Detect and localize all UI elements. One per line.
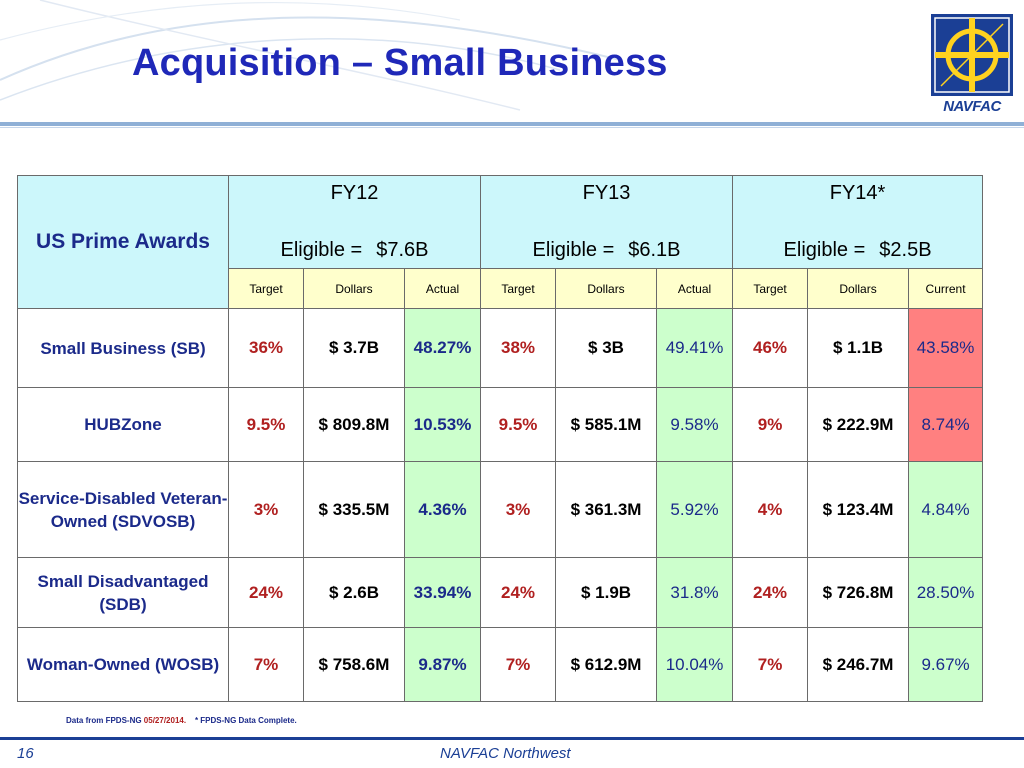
dollars-cell: $ 612.9M <box>555 627 658 702</box>
actual-cell: 10.53% <box>403 387 482 462</box>
dollars-cell: $ 1.1B <box>807 308 910 388</box>
target-cell: 9.5% <box>228 387 304 462</box>
slide-title: Acquisition – Small Business <box>132 42 668 84</box>
target-cell: 7% <box>228 627 304 702</box>
actual-cell: 33.94% <box>403 557 482 628</box>
us-prime-awards-label: US Prime Awards <box>36 230 210 253</box>
actual-cell: 4.36% <box>403 461 482 558</box>
dollars-cell: $ 335.5M <box>303 461 405 558</box>
footnote-date: 05/27/2014. <box>143 716 187 725</box>
row-label: Woman-Owned (WOSB) <box>17 627 229 702</box>
fy14-eligible-label: Eligible = <box>783 239 866 261</box>
footer-text: NAVFAC Northwest <box>440 745 571 762</box>
target-cell: 24% <box>480 557 557 628</box>
subheader-actual: Actual <box>656 268 734 309</box>
dollars-cell: $ 585.1M <box>555 387 658 462</box>
table-row: HUBZone 9.5% $ 809.8M 10.53% 9.5% $ 585.1M 9.5… <box>17 387 984 462</box>
subheader-dollars: Dollars <box>807 268 910 309</box>
small-business-table: US Prime Awards FY12 Eligible = $7.6B FY1… <box>17 175 984 702</box>
actual-cell: 31.8% <box>656 557 734 628</box>
row-label: Service-Disabled Veteran-Owned (SDVOSB) <box>17 461 229 558</box>
page-number: 16 <box>17 745 34 762</box>
fy12-eligible-label: Eligible = <box>280 239 363 261</box>
footnote-suffix: * FPDS-NG Data Complete. <box>194 716 297 725</box>
title-rule <box>0 122 1024 126</box>
footnote: Data from FPDS-NG 05/27/2014. * FPDS-NG … <box>66 716 297 725</box>
actual-cell: 8.74% <box>908 387 984 462</box>
row-label: Small Business (SB) <box>17 308 229 388</box>
crosshair-globe-icon <box>934 17 1010 93</box>
actual-cell: 4.84% <box>908 461 984 558</box>
title-rule-light <box>0 127 1024 128</box>
subheader-dollars: Dollars <box>303 268 405 309</box>
target-cell: 3% <box>228 461 304 558</box>
navfac-logo: NAVFAC <box>931 14 1013 115</box>
fy14-eligible-value: $2.5B <box>879 239 932 261</box>
fy14-label: FY14* <box>829 182 886 204</box>
subheader-actual: Actual <box>403 268 482 309</box>
subheader-current: Current <box>908 268 984 309</box>
fy13-header: FY13 Eligible = $6.1B <box>480 175 734 269</box>
dollars-cell: $ 222.9M <box>807 387 910 462</box>
actual-cell: 9.58% <box>656 387 734 462</box>
dollars-cell: $ 2.6B <box>303 557 405 628</box>
target-cell: 38% <box>480 308 557 388</box>
actual-cell: 49.41% <box>656 308 734 388</box>
target-cell: 3% <box>480 461 557 558</box>
target-cell: 24% <box>228 557 304 628</box>
table-row: Service-Disabled Veteran-Owned (SDVOSB) 3… <box>17 461 984 558</box>
actual-cell: 9.87% <box>403 627 482 702</box>
fy12-header: FY12 Eligible = $7.6B <box>227 175 482 269</box>
subheader-target: Target <box>480 268 557 309</box>
actual-cell: 5.92% <box>656 461 734 558</box>
actual-cell: 28.50% <box>908 557 984 628</box>
fy13-eligible-label: Eligible = <box>532 239 615 261</box>
background-swirl <box>0 0 621 111</box>
dollars-cell: $ 758.6M <box>303 627 405 702</box>
target-cell: 7% <box>732 627 809 702</box>
logo-text: NAVFAC <box>943 98 1001 115</box>
target-cell: 9.5% <box>480 387 557 462</box>
target-cell: 4% <box>732 461 809 558</box>
dollars-cell: $ 1.9B <box>555 557 658 628</box>
dollars-cell: $ 809.8M <box>303 387 405 462</box>
row-label: Small Disadvantaged (SDB) <box>17 557 229 628</box>
footnote-prefix: Data from FPDS-NG <box>66 716 142 725</box>
fy13-eligible-value: $6.1B <box>628 239 681 261</box>
dollars-cell: $ 3B <box>555 308 658 388</box>
dollars-cell: $ 123.4M <box>807 461 910 558</box>
target-cell: 36% <box>228 308 304 388</box>
actual-cell: 9.67% <box>908 627 984 702</box>
table-row: Small Business (SB) 36% $ 3.7B 48.27% 38% $ 3… <box>17 308 984 388</box>
subheader-target: Target <box>732 268 809 309</box>
dollars-cell: $ 3.7B <box>303 308 405 388</box>
fy13-label: FY13 <box>582 182 631 204</box>
table-row: Woman-Owned (WOSB) 7% $ 758.6M 9.87% 7% $ 612… <box>17 627 984 702</box>
fy12-label: FY12 <box>330 182 379 204</box>
target-cell: 9% <box>732 387 809 462</box>
subheader-dollars: Dollars <box>555 268 658 309</box>
table-row: Small Disadvantaged (SDB) 24% $ 2.6B 33.94%… <box>17 557 984 628</box>
footer-rule <box>0 737 1024 740</box>
fy12-eligible-value: $7.6B <box>376 239 429 261</box>
row-label: HUBZone <box>17 387 229 462</box>
dollars-cell: $ 726.8M <box>807 557 910 628</box>
target-cell: 7% <box>480 627 557 702</box>
actual-cell: 10.04% <box>656 627 734 702</box>
target-cell: 46% <box>732 308 809 388</box>
dollars-cell: $ 361.3M <box>555 461 658 558</box>
actual-cell: 48.27% <box>403 308 482 388</box>
fy14-header: FY14* Eligible = $2.5B <box>732 175 984 269</box>
dollars-cell: $ 246.7M <box>807 627 910 702</box>
actual-cell: 43.58% <box>908 308 984 388</box>
table-corner-cell: US Prime Awards <box>17 175 229 309</box>
target-cell: 24% <box>732 557 809 628</box>
subheader-target: Target <box>228 268 304 309</box>
